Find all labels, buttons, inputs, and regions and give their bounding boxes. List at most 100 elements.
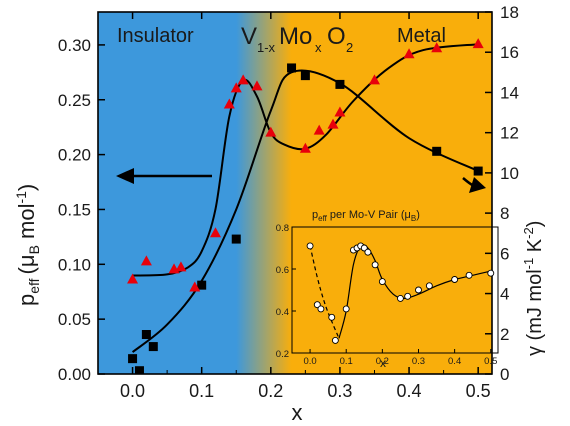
gamma-point [313, 124, 325, 135]
inset-point [451, 276, 459, 283]
p-eff-point [432, 146, 442, 156]
y-left-tick-label: 0.15 [58, 200, 91, 219]
gamma-point [265, 126, 277, 137]
formula-v-sub: 1-x [257, 40, 276, 55]
inset-title: peff per Mo-V Pair (μB) [312, 209, 420, 223]
inset-point [331, 336, 339, 344]
inset-point [404, 292, 412, 300]
inset-point [396, 294, 404, 302]
y-left-tick-label: 0.05 [58, 310, 91, 329]
gamma-point [334, 106, 346, 117]
inset-frame [291, 226, 499, 354]
gamma-point [472, 38, 484, 49]
inset-chart: peff per Mo-V Pair (μB) 0.0 0.1 0.2 0.3 0.4 0… [276, 209, 499, 370]
y-left-tick-label: 0.25 [58, 91, 91, 110]
p-eff-point [141, 330, 151, 340]
x-axis-label: x [292, 400, 303, 425]
inset-axes: 0.0 0.1 0.2 0.3 0.4 0.5 0.2 0.4 0.6 0.8 [276, 223, 498, 367]
inset-x-tick-label: 0.0 [303, 356, 316, 367]
inset-x-tick-label: 0.1 [340, 356, 353, 367]
y-right-tick-label: 10 [500, 164, 519, 183]
gamma-point [230, 82, 242, 93]
y-right-tick-label: 12 [500, 124, 519, 143]
y-right-tick-label: 2 [500, 325, 509, 344]
inset-x-tick-label: 0.5 [484, 356, 497, 367]
gamma-point [403, 48, 415, 59]
inset-x-tick-label: 0.2 [376, 356, 389, 367]
fit-curve-gamma [132, 43, 479, 277]
y-right-tick-label: 14 [500, 83, 519, 102]
inset-dashed-fit [309, 245, 340, 339]
inset-point [465, 271, 473, 279]
inset-point [371, 261, 379, 269]
fit-curves [131, 43, 479, 353]
fit-curve-p-eff [131, 69, 479, 353]
inset-point [317, 305, 325, 313]
data-markers [127, 38, 484, 374]
inset-x-tick-label: 0.4 [448, 356, 461, 367]
gamma-point [175, 261, 187, 272]
y-right-tick-label: 0 [500, 365, 509, 384]
y-right-tick-label: 4 [500, 285, 509, 304]
p-eff-point [128, 354, 138, 364]
inset-y-tick-label: 0.6 [276, 265, 289, 276]
x-tick-label: 0.2 [258, 381, 283, 401]
metal-label: Metal [397, 25, 446, 47]
formula-mo: Mo [279, 23, 312, 50]
main-axes: 0.0 0.1 0.2 0.3 0.4 0.50.000.050.100.150.200.… [58, 3, 519, 401]
formula-mo-sub: x [315, 40, 322, 55]
p-eff-point [335, 79, 345, 89]
y-right-tick-label: 16 [500, 43, 519, 62]
gamma-point [251, 80, 263, 91]
inset-point [415, 286, 422, 294]
inset-point [328, 313, 336, 321]
left-axis-label: peff(μB mol-1) [13, 184, 42, 306]
right-axis-label: γ (mJ mol-1 K-2) [521, 221, 546, 356]
p-eff-point [197, 280, 207, 290]
inset-y-tick-label: 0.8 [276, 223, 289, 234]
p-eff-point [473, 166, 483, 176]
gamma-point [223, 98, 235, 109]
right-axis-arrow [462, 177, 486, 193]
gamma-point [299, 142, 311, 153]
p-eff-point [287, 63, 297, 73]
x-tick-label: 0.5 [466, 381, 491, 401]
gamma-point [127, 273, 139, 284]
inset-point [425, 282, 433, 290]
inset-point [306, 242, 314, 250]
insulator-label: Insulator [117, 25, 194, 47]
inset-point [364, 248, 372, 256]
gamma-point [210, 227, 222, 238]
gamma-point [189, 281, 201, 292]
y-left-tick-label: 0.10 [58, 255, 91, 274]
left-axis-arrow [116, 168, 212, 184]
y-right-tick-label: 18 [500, 3, 519, 22]
formula-o: O [327, 23, 346, 50]
gamma-point [140, 255, 152, 266]
inset-markers [306, 242, 495, 344]
y-left-tick-label: 0.00 [58, 365, 91, 384]
y-left-tick-label: 0.30 [58, 36, 91, 55]
y-left-tick-label: 0.20 [58, 146, 91, 165]
x-tick-label: 0.3 [327, 381, 352, 401]
inset-y-tick-label: 0.4 [276, 307, 289, 318]
inset-point [342, 305, 350, 313]
gamma-point [327, 118, 339, 129]
p-eff-point [231, 234, 241, 244]
y-right-tick-label: 8 [500, 204, 509, 223]
formula-o-sub: 2 [346, 40, 353, 55]
gamma-point [368, 74, 380, 85]
inset-x-axis-label: x [380, 356, 386, 370]
y-right-tick-label: 6 [500, 244, 509, 263]
gamma-point [237, 74, 249, 85]
plot-frame [97, 11, 493, 375]
inset-y-tick-label: 0.2 [276, 349, 289, 360]
gamma-point [431, 42, 443, 53]
inset-x-tick-label: 0.3 [412, 356, 425, 367]
x-tick-label: 0.4 [397, 381, 422, 401]
x-tick-label: 0.0 [120, 381, 145, 401]
x-tick-label: 0.1 [189, 381, 214, 401]
p-eff-point [300, 71, 310, 81]
inset-point [487, 269, 495, 277]
